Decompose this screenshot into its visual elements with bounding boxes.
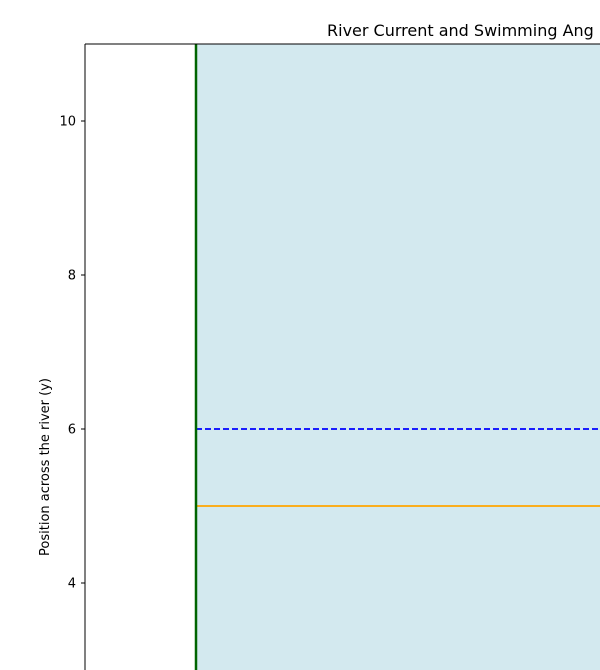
plot-area — [84, 43, 600, 670]
y-axis-ticks: 4 6 8 10 — [59, 115, 85, 592]
y-axis-label: Position across the river (y) — [38, 378, 53, 556]
y-tick-label: 10 — [59, 115, 76, 130]
y-tick-label: 8 — [68, 269, 76, 284]
chart-title: River Current and Swimming Ang — [327, 21, 594, 40]
y-tick-label: 6 — [68, 423, 76, 438]
river-region — [196, 44, 600, 670]
y-tick-label: 4 — [68, 577, 76, 592]
